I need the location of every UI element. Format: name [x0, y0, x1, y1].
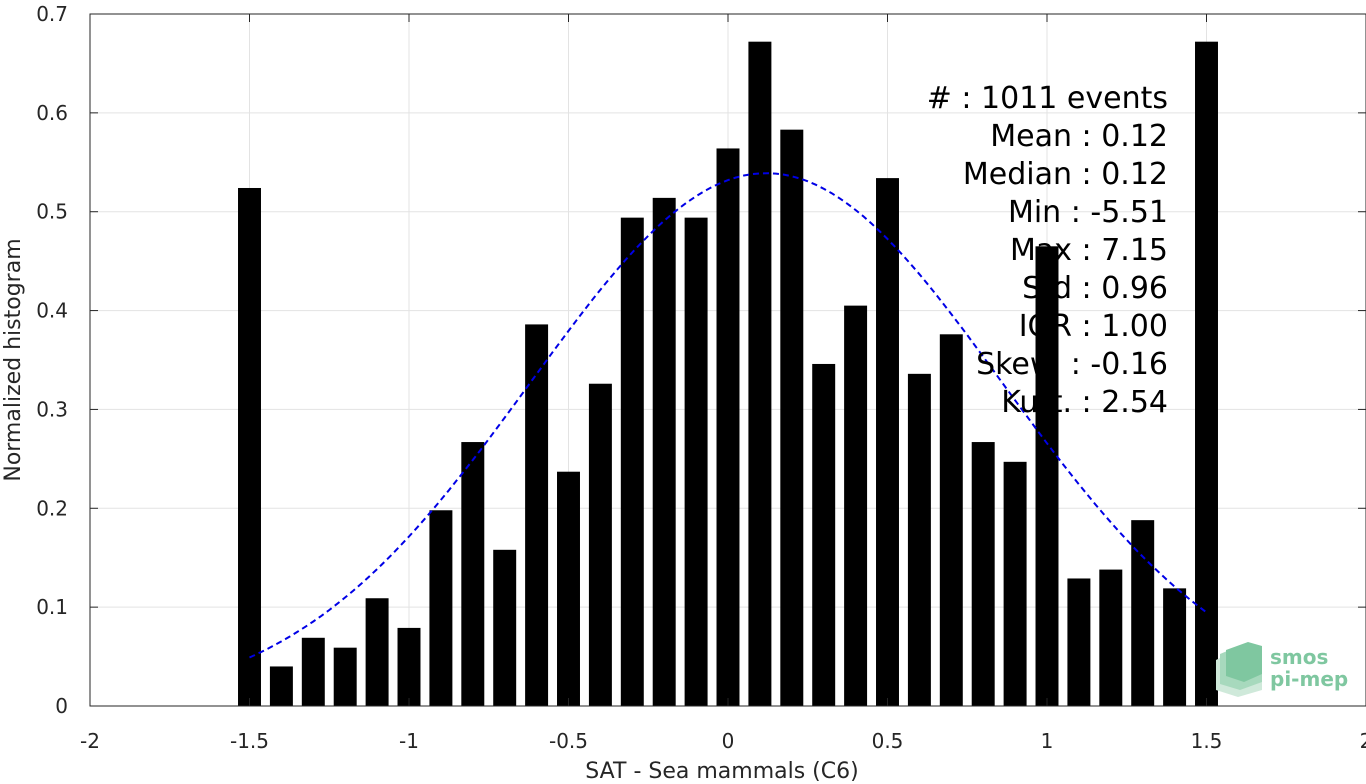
histogram-bar	[971, 442, 995, 706]
histogram-bar	[876, 178, 899, 707]
histogram-bar	[684, 217, 708, 706]
histogram-bar	[525, 324, 549, 706]
bars	[238, 41, 1218, 707]
histogram-bar	[301, 637, 325, 706]
y-axis-label: Normalized histogram	[1, 238, 26, 481]
histogram-bar	[238, 187, 261, 706]
histogram-bar	[1067, 578, 1091, 706]
logo-line1: smos	[1270, 645, 1328, 669]
histogram-bar	[939, 334, 963, 706]
stats-line: Max : 7.15	[1010, 233, 1168, 268]
histogram-bar	[269, 666, 293, 706]
histogram-bar	[461, 442, 485, 706]
histogram-bar	[588, 383, 612, 706]
y-tick-label: 0.7	[36, 2, 68, 26]
histogram-bar	[397, 627, 421, 706]
x-tick-label: -2	[80, 729, 100, 753]
histogram-bar	[365, 598, 389, 706]
x-tick-label: 1	[1041, 729, 1054, 753]
histogram-bar	[557, 471, 580, 706]
x-tick-label: -1.5	[230, 729, 269, 753]
histogram-bar	[748, 41, 772, 707]
logo-line2: pi-mep	[1270, 667, 1348, 691]
logo-mark-icon	[1216, 642, 1262, 697]
x-tick-label: 2	[1360, 729, 1366, 753]
histogram-bar	[333, 647, 357, 706]
y-tick-label: 0	[55, 694, 68, 718]
histogram-bar	[493, 549, 517, 706]
histogram-bar	[1163, 588, 1187, 706]
histogram-bar	[716, 148, 740, 707]
smos-pi-mep-logo: smos pi-mep	[1216, 642, 1348, 697]
histogram-bar	[844, 305, 868, 706]
stats-line: Mean : 0.12	[990, 119, 1168, 154]
histogram-bar	[907, 373, 931, 706]
histogram-bar	[1003, 461, 1027, 706]
x-axis-ticks: -2 -1.5 -1 -0.5 0 0.5 1 1.5 2	[80, 14, 1366, 753]
gaussian-fit-curve	[249, 172, 1208, 659]
x-axis-label: SAT - Sea mammals (C6)	[585, 759, 858, 784]
histogram-bar	[652, 197, 676, 707]
stats-line: Std : 0.96	[1022, 271, 1168, 306]
x-tick-label: 0.5	[872, 729, 904, 753]
stats-line: Min : -5.51	[1008, 195, 1168, 230]
stats-line: # : 1011 events	[927, 81, 1168, 116]
y-axis-ticks: 0 0.1 0.2 0.3 0.4 0.5 0.6 0.7	[36, 2, 1366, 718]
histogram-bar	[620, 217, 644, 706]
histogram-bar	[1099, 569, 1123, 706]
y-tick-label: 0.5	[36, 200, 68, 224]
y-tick-label: 0.6	[36, 101, 68, 125]
y-tick-label: 0.2	[36, 496, 68, 520]
histogram-bar	[1131, 520, 1155, 706]
stats-line: IQR : 1.00	[1019, 309, 1168, 344]
x-tick-label: 0	[722, 729, 735, 753]
histogram-bar	[812, 363, 836, 706]
histogram-bar	[780, 129, 804, 707]
x-tick-label: 1.5	[1191, 729, 1223, 753]
stats-line: Kurt. : 2.54	[1001, 385, 1168, 420]
y-tick-label: 0.3	[36, 397, 68, 421]
histogram-bar	[1035, 246, 1059, 707]
y-tick-label: 0.1	[36, 595, 68, 619]
histogram-bar	[429, 510, 453, 706]
stats-line: Median : 0.12	[963, 157, 1168, 192]
y-tick-label: 0.4	[36, 299, 68, 323]
histogram-bar	[1195, 41, 1218, 707]
stats-line: Skew. : -0.16	[976, 347, 1168, 382]
x-tick-label: -1	[399, 729, 419, 753]
x-tick-label: -0.5	[549, 729, 588, 753]
